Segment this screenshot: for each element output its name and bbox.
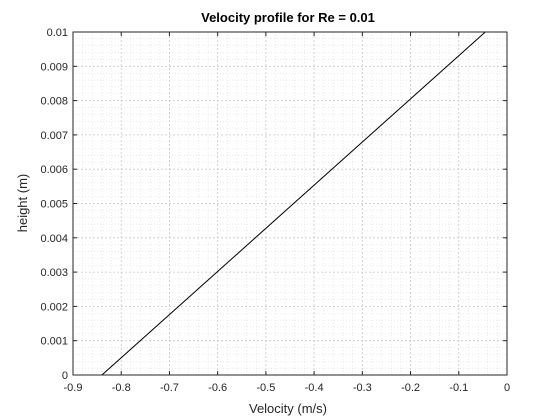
x-tick-label: -0.1 [449,382,468,394]
x-tick-label: -0.7 [160,382,179,394]
y-tick-label: 0.008 [40,96,68,108]
chart-title: Velocity profile for Re = 0.01 [201,10,375,25]
y-tick-label: 0.005 [40,199,68,211]
x-tick-label: -0.6 [208,382,227,394]
x-tick-label: -0.9 [64,382,83,394]
y-axis-ticks: 0 0.001 0.002 0.003 0.004 0.005 0.006 0.007 0.00… [40,27,507,382]
velocity-profile-line [101,31,486,376]
y-tick-label: 0.002 [40,301,68,313]
x-tick-label: -0.5 [256,382,275,394]
y-tick-label: 0.001 [40,336,68,348]
series-layer [101,31,486,376]
x-tick-label: -0.8 [112,382,131,394]
y-tick-label: 0.006 [40,164,68,176]
x-tick-label: 0 [504,382,510,394]
y-tick-label: 0 [62,370,68,382]
y-tick-label: 0.007 [40,130,68,142]
y-tick-label: 0.009 [40,61,68,73]
y-tick-label: 0.01 [47,27,68,39]
x-axis-ticks: -0.9 -0.8 -0.7 -0.6 -0.5 -0.4 -0.3 -0.2 -0.1 0 [64,32,510,394]
x-axis-label: Velocity (m/s) [249,401,327,416]
x-tick-label: -0.2 [401,382,420,394]
y-tick-label: 0.004 [40,233,68,245]
y-tick-label: 0.003 [40,267,68,279]
x-tick-label: -0.4 [305,382,324,394]
major-grid [72,31,508,376]
x-tick-label: -0.3 [353,382,372,394]
y-axis-label: height (m) [15,174,30,233]
